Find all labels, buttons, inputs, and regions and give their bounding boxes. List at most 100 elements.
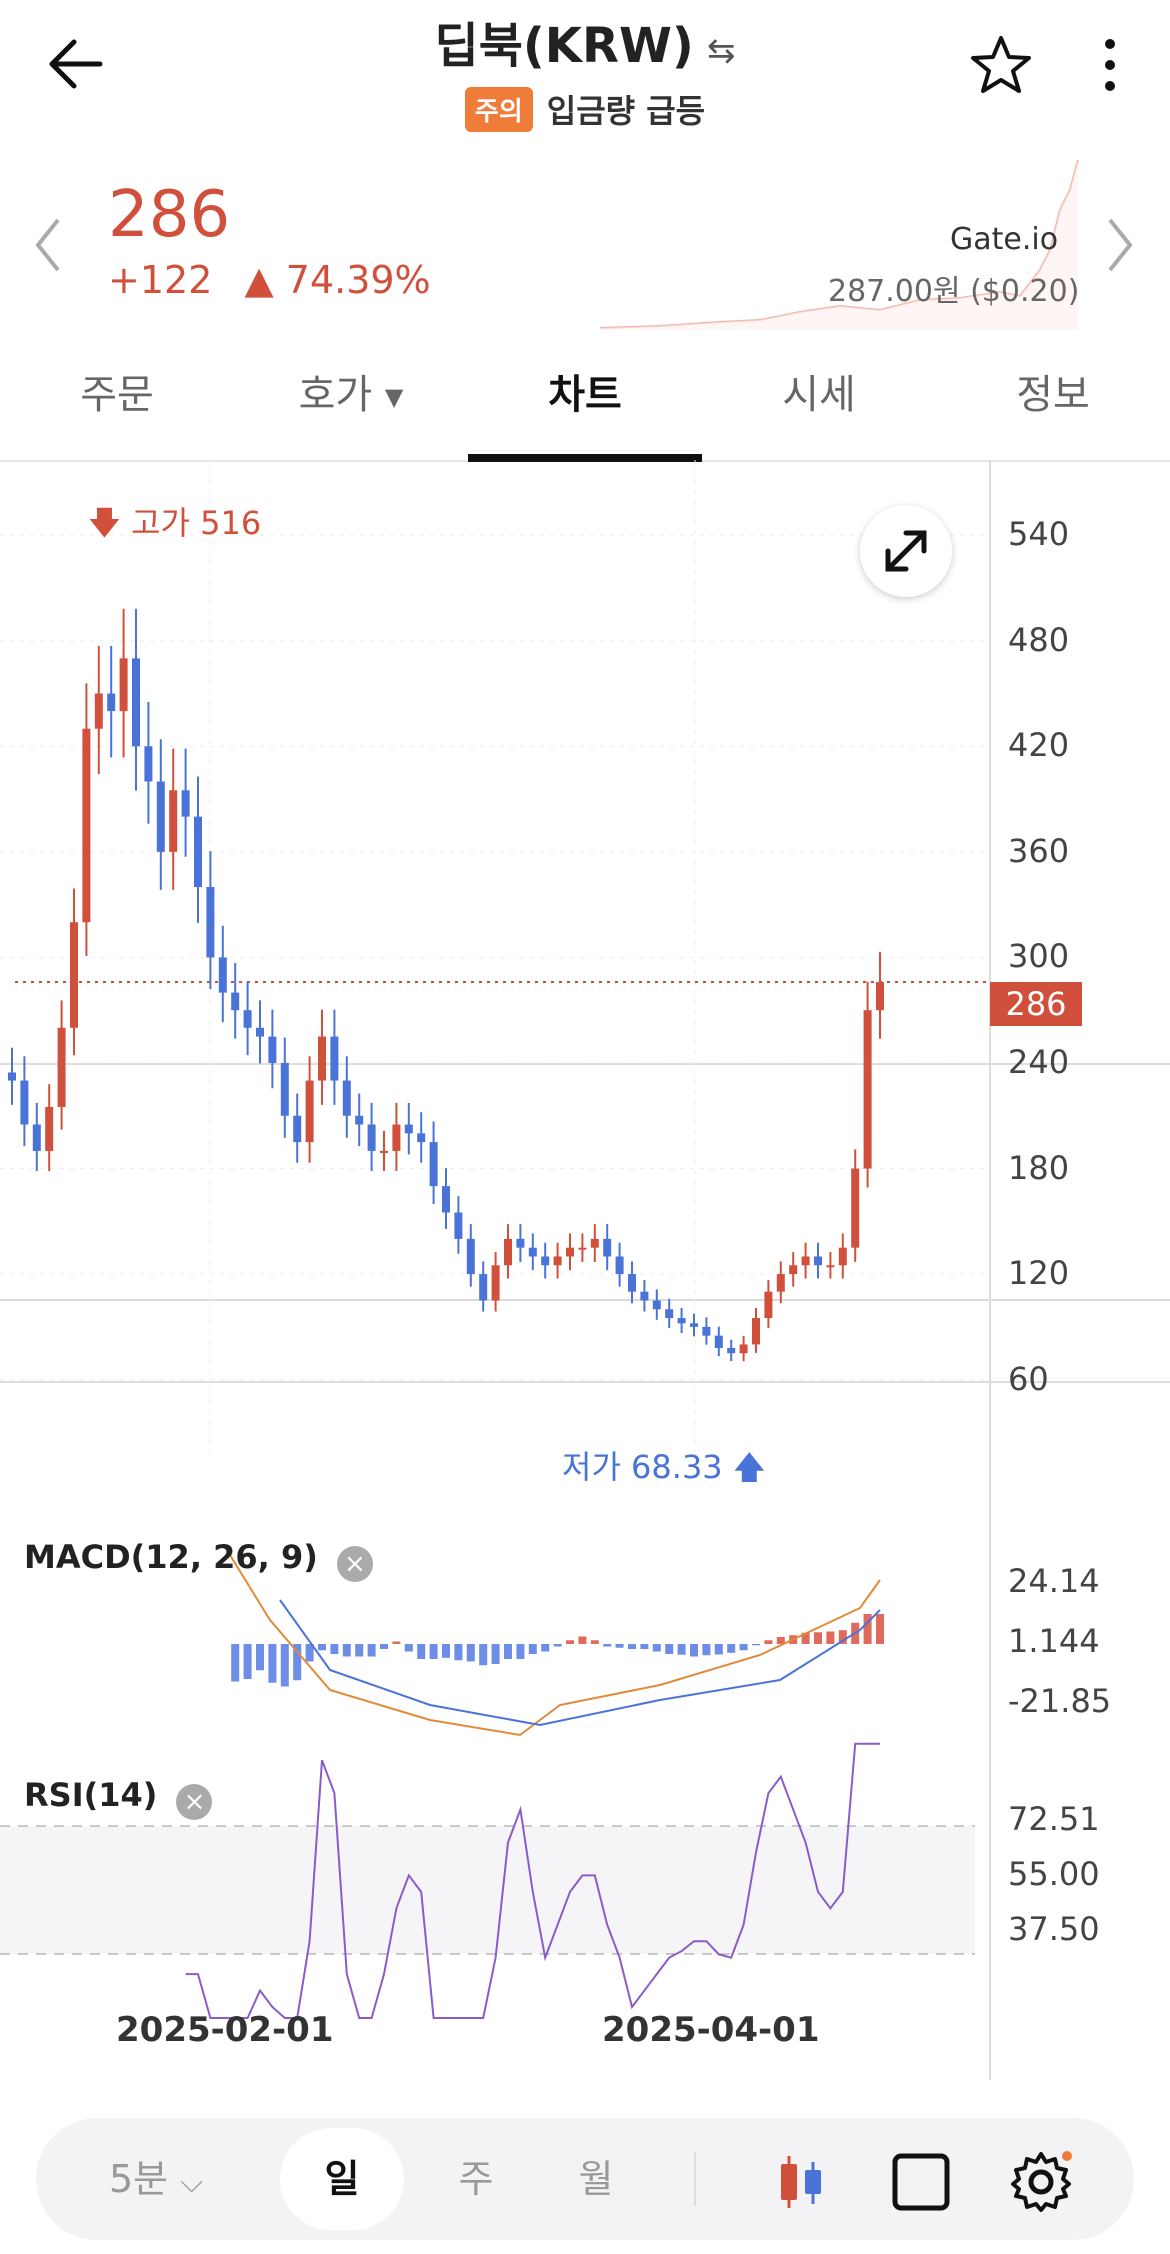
macd-bar	[776, 1637, 785, 1644]
tab-orderbook[interactable]: 호가 ▼	[298, 372, 404, 418]
next-coin-button[interactable]	[1100, 210, 1140, 280]
tab-market-price[interactable]: 시세	[782, 372, 856, 418]
macd-bar	[578, 1636, 587, 1644]
macd-bar	[280, 1644, 289, 1687]
fullscreen-button[interactable]	[860, 505, 952, 597]
y-tick-label: 180	[1008, 1148, 1070, 1187]
warning-badge: 주의	[464, 86, 533, 132]
tab-info[interactable]: 정보	[1016, 372, 1090, 418]
interval-dropdown[interactable]: 5분 ⌵	[109, 2157, 203, 2201]
candle-body	[466, 1238, 475, 1275]
prev-coin-button[interactable]	[28, 210, 68, 280]
candle-body	[454, 1212, 463, 1239]
macd-bar	[876, 1614, 884, 1644]
macd-bar	[380, 1644, 388, 1649]
candle-body	[665, 1309, 674, 1319]
candle-body	[318, 1036, 326, 1081]
more-menu-button[interactable]	[1090, 30, 1130, 100]
period-day-button[interactable]: 일	[280, 2128, 404, 2230]
macd-bar	[355, 1644, 364, 1657]
high-price-label: 🡇 고가 516	[88, 504, 262, 542]
candle-body	[305, 1080, 314, 1143]
tab-chart[interactable]: 차트	[468, 350, 702, 462]
period-month-button[interactable]: 월	[578, 2157, 614, 2201]
candle-body	[677, 1318, 686, 1324]
candle-body	[404, 1124, 413, 1134]
candle-body	[20, 1080, 29, 1125]
gear-icon	[1011, 2150, 1072, 2212]
close-rsi-icon[interactable]: ×	[176, 1783, 213, 1820]
candle-body	[603, 1238, 612, 1257]
candle-style-button[interactable]	[756, 2118, 846, 2240]
macd-bar	[293, 1644, 302, 1681]
candle-body	[776, 1274, 785, 1292]
macd-bar	[628, 1644, 636, 1649]
candlestick-icon	[781, 2155, 821, 2208]
macd-label-block: MACD(12, 26, 9) ×	[24, 1538, 373, 1582]
candle-body	[516, 1238, 525, 1248]
x-tick-1: 2025-02-01	[116, 2010, 334, 2050]
macd-bar	[268, 1644, 277, 1683]
candle-body	[528, 1247, 537, 1257]
macd-bar	[752, 1644, 760, 1646]
change-percent: ▲ 74.39%	[244, 258, 431, 302]
tab-order[interactable]: 주문	[80, 372, 154, 418]
candle-body	[256, 1027, 264, 1037]
favorite-button[interactable]	[966, 30, 1036, 100]
macd-bar	[590, 1640, 599, 1644]
candle-body	[727, 1347, 736, 1354]
macd-bar	[690, 1644, 698, 1657]
macd-bar	[491, 1644, 500, 1664]
macd-bar	[814, 1632, 822, 1644]
swap-icon[interactable]: ⇆	[706, 31, 736, 71]
y-tick-label: 240	[1008, 1042, 1070, 1081]
macd-bar	[640, 1644, 649, 1649]
macd-bar	[305, 1644, 314, 1662]
layout-button[interactable]	[876, 2118, 966, 2240]
macd-bar	[615, 1644, 624, 1648]
macd-bar	[417, 1644, 426, 1659]
macd-label: MACD(12, 26, 9)	[24, 1538, 318, 1576]
candle-body	[32, 1124, 41, 1151]
candle-body	[640, 1291, 649, 1301]
candle-body	[566, 1247, 574, 1257]
candle-body	[119, 658, 128, 712]
macd-bar	[677, 1644, 686, 1655]
candle-body	[107, 693, 116, 712]
candle-body	[8, 1072, 16, 1081]
macd-bar	[504, 1644, 512, 1659]
current-price: 286	[108, 178, 231, 252]
period-week-button[interactable]: 주	[458, 2157, 494, 2201]
chevron-down-icon: ⌵	[180, 2165, 203, 2200]
macd-bar	[665, 1644, 674, 1654]
settings-button[interactable]	[996, 2118, 1086, 2240]
candle-body	[243, 1010, 252, 1028]
candle-body	[590, 1238, 599, 1248]
y-tick-label: 540	[1008, 515, 1070, 554]
price-chart[interactable]	[0, 460, 1170, 2080]
macd-line	[279, 1599, 881, 1727]
caret-down-icon: ▼	[384, 383, 404, 411]
candle-body	[355, 1115, 364, 1125]
candle-body	[690, 1323, 698, 1327]
arrow-left-icon	[49, 39, 103, 89]
y-tick-label: 360	[1008, 831, 1070, 870]
macd-bar	[566, 1640, 574, 1644]
macd-bar	[739, 1644, 748, 1651]
rsi-line	[185, 1742, 880, 2019]
candle-body	[57, 1027, 66, 1107]
back-button[interactable]	[40, 22, 130, 112]
candle-body	[156, 781, 165, 852]
macd-bar	[479, 1644, 488, 1666]
page-title: 딥북(KRW)	[434, 18, 694, 74]
close-macd-icon[interactable]: ×	[336, 1545, 373, 1582]
star-icon	[971, 36, 1031, 93]
macd-bar	[367, 1644, 376, 1657]
macd-bar	[442, 1644, 450, 1658]
candle-body	[429, 1142, 438, 1187]
toolbar-divider	[694, 2152, 696, 2206]
candle-body	[789, 1265, 798, 1275]
candle-body	[45, 1106, 54, 1151]
arrow-down-icon: 🡇	[88, 504, 121, 542]
candle-body	[280, 1062, 289, 1116]
